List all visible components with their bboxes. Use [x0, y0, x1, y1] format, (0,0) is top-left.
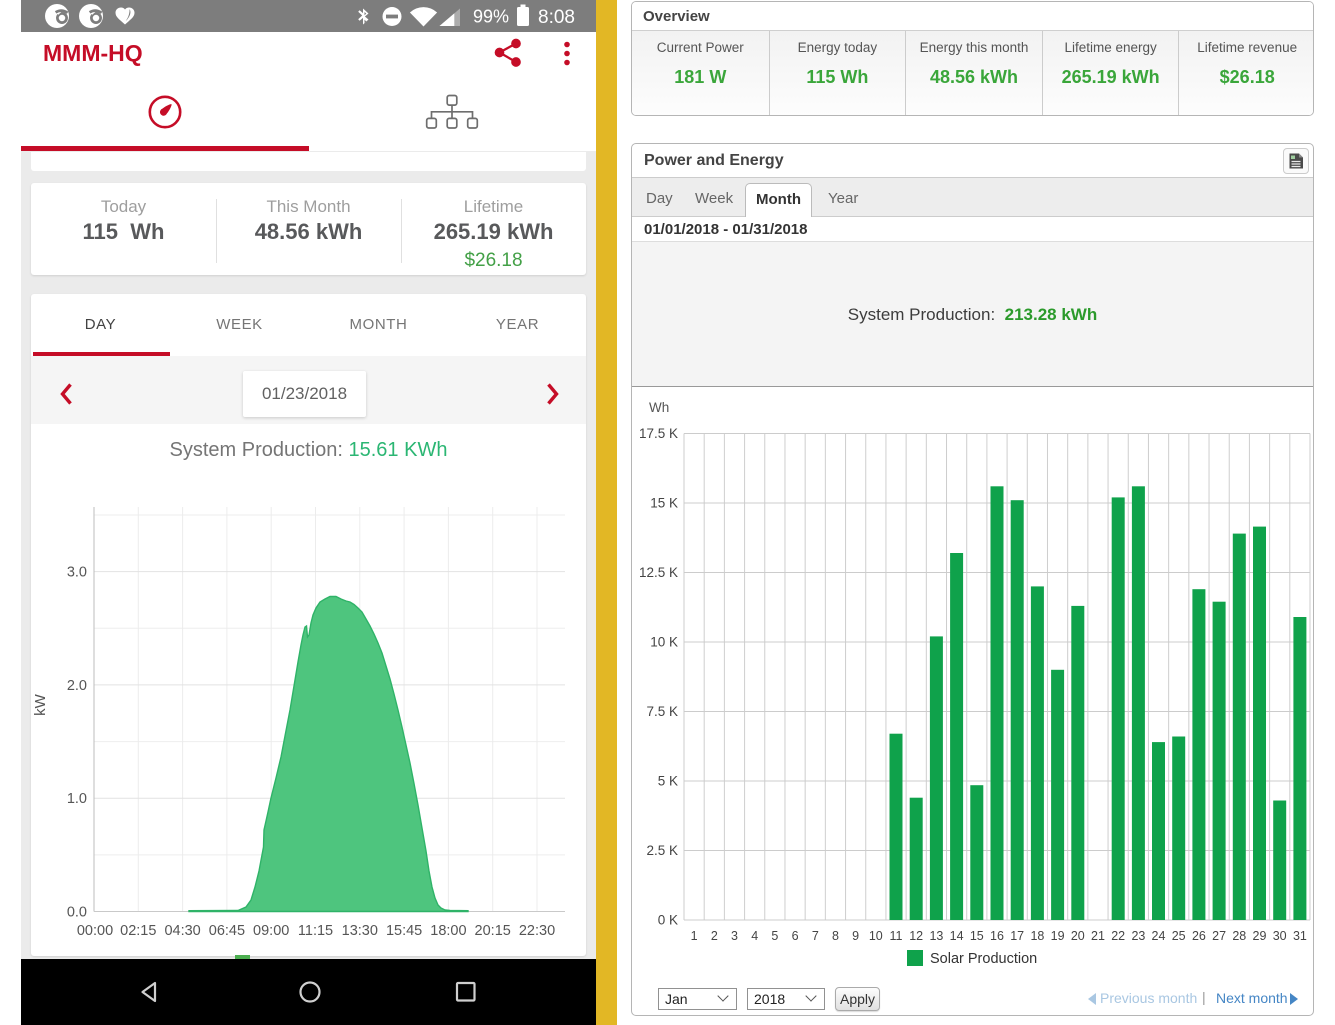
svg-text:7.5 K: 7.5 K — [646, 704, 678, 719]
svg-text:17.5 K: 17.5 K — [639, 426, 678, 441]
svg-text:15: 15 — [970, 929, 984, 943]
svg-text:30: 30 — [1273, 929, 1287, 943]
svg-text:0 K: 0 K — [658, 913, 678, 928]
svg-text:20:15: 20:15 — [475, 923, 511, 939]
svg-text:10 K: 10 K — [650, 635, 678, 650]
svg-text:10: 10 — [869, 929, 883, 943]
svg-text:5: 5 — [771, 929, 778, 943]
svg-text:04:30: 04:30 — [164, 923, 200, 939]
svg-text:Wh: Wh — [649, 400, 669, 415]
svg-text:16: 16 — [990, 929, 1004, 943]
svg-text:17: 17 — [1010, 929, 1024, 943]
svg-text:11:15: 11:15 — [298, 923, 333, 939]
svg-text:2: 2 — [711, 929, 718, 943]
svg-text:9: 9 — [852, 929, 859, 943]
svg-text:22: 22 — [1111, 929, 1125, 943]
svg-text:3.0: 3.0 — [67, 565, 87, 581]
svg-text:12: 12 — [909, 929, 923, 943]
svg-text:29: 29 — [1253, 929, 1267, 943]
svg-text:31: 31 — [1293, 929, 1307, 943]
svg-text:20: 20 — [1071, 929, 1085, 943]
svg-text:8: 8 — [832, 929, 839, 943]
svg-text:2.5 K: 2.5 K — [646, 843, 678, 858]
svg-text:14: 14 — [950, 929, 964, 943]
svg-text:3: 3 — [731, 929, 738, 943]
svg-text:99%: 99% — [473, 7, 509, 27]
svg-text:18:00: 18:00 — [430, 923, 466, 939]
svg-text:2.0: 2.0 — [67, 678, 87, 694]
svg-text:5 K: 5 K — [658, 774, 678, 789]
svg-text:28: 28 — [1232, 929, 1246, 943]
svg-text:27: 27 — [1212, 929, 1226, 943]
svg-text:02:15: 02:15 — [120, 923, 156, 939]
svg-text:24: 24 — [1152, 929, 1166, 943]
svg-text:21: 21 — [1091, 929, 1105, 943]
svg-text:19: 19 — [1051, 929, 1065, 943]
svg-text:6: 6 — [792, 929, 799, 943]
svg-text:18: 18 — [1030, 929, 1044, 943]
svg-text:1: 1 — [691, 929, 698, 943]
svg-text:7: 7 — [812, 929, 819, 943]
svg-text:13:30: 13:30 — [342, 923, 378, 939]
svg-text:1.0: 1.0 — [67, 791, 87, 807]
svg-text:0.0: 0.0 — [67, 904, 87, 920]
svg-text:09:00: 09:00 — [253, 923, 289, 939]
svg-text:kW: kW — [32, 693, 49, 716]
svg-text:25: 25 — [1172, 929, 1186, 943]
svg-text:11: 11 — [890, 929, 903, 943]
svg-text:Solar Production: Solar Production — [930, 951, 1037, 967]
svg-text:13: 13 — [929, 929, 943, 943]
svg-text:00:00: 00:00 — [77, 923, 113, 939]
svg-text:26: 26 — [1192, 929, 1206, 943]
svg-text:22:30: 22:30 — [519, 923, 555, 939]
svg-text:06:45: 06:45 — [209, 923, 245, 939]
svg-text:23: 23 — [1131, 929, 1145, 943]
svg-text:15:45: 15:45 — [386, 923, 422, 939]
svg-text:4: 4 — [751, 929, 758, 943]
svg-text:12.5 K: 12.5 K — [639, 565, 678, 580]
svg-text:15 K: 15 K — [650, 496, 678, 511]
svg-text:8:08: 8:08 — [538, 7, 575, 28]
